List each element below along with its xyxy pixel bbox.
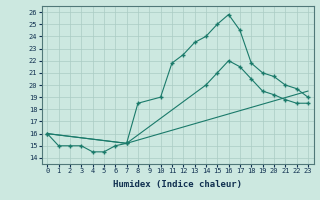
X-axis label: Humidex (Indice chaleur): Humidex (Indice chaleur) xyxy=(113,180,242,189)
